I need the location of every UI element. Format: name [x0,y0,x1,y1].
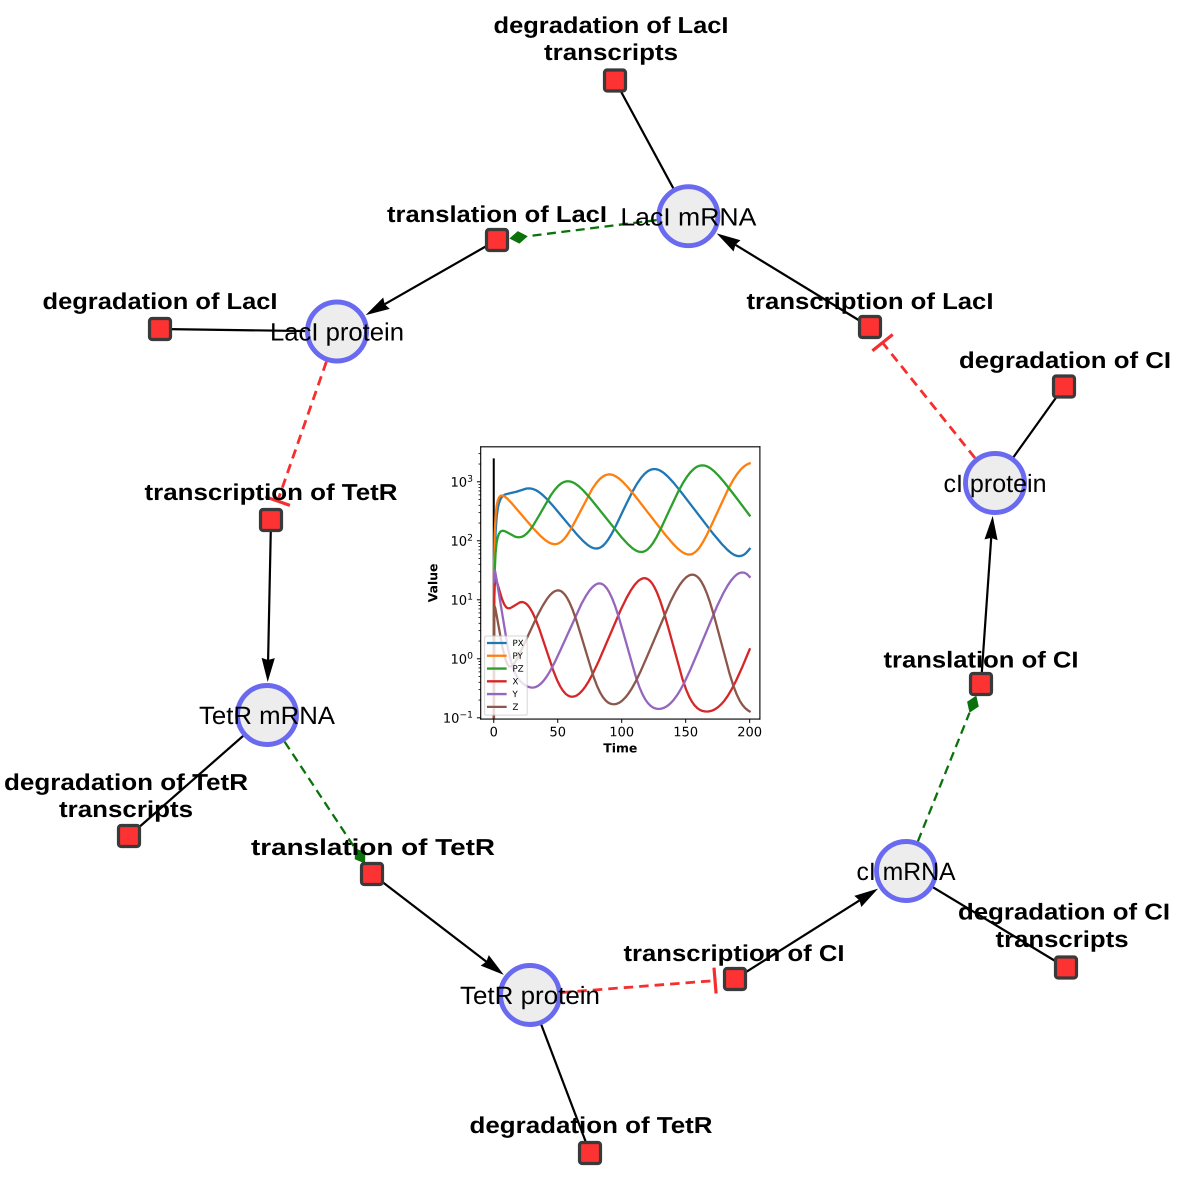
svg-text:LacI protein: LacI protein [270,319,404,347]
svg-text:translation of TetR: translation of TetR [251,834,495,860]
svg-text:translation of CI: translation of CI [884,647,1079,673]
svg-text:transcription of TetR: transcription of TetR [145,479,398,505]
svg-text:degradation of TetR: degradation of TetR [4,769,248,795]
svg-text:degradation of CI: degradation of CI [958,899,1170,925]
svg-text:TetR mRNA: TetR mRNA [199,702,335,730]
svg-text:transcripts: transcripts [996,926,1129,952]
svg-text:degradation of LacI: degradation of LacI [494,12,729,38]
svg-text:transcription of LacI: transcription of LacI [747,288,994,314]
svg-text:LacI mRNA: LacI mRNA [620,203,756,231]
svg-text:transcripts: transcripts [59,796,193,822]
svg-text:degradation of LacI: degradation of LacI [43,288,278,314]
svg-text:translation of LacI: translation of LacI [387,201,607,227]
svg-text:transcripts: transcripts [544,39,678,65]
svg-text:TetR protein: TetR protein [460,982,600,1010]
svg-text:degradation of CI: degradation of CI [959,347,1171,373]
svg-text:transcription of CI: transcription of CI [624,940,845,966]
svg-text:degradation of TetR: degradation of TetR [470,1112,713,1138]
svg-text:cI mRNA: cI mRNA [857,858,956,886]
svg-text:cI protein: cI protein [944,470,1047,498]
